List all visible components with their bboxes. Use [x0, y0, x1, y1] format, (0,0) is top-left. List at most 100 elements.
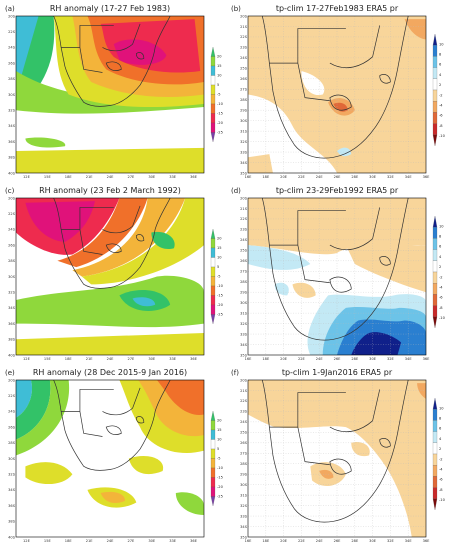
anomaly-contour — [351, 441, 370, 457]
colorbar-tick-label: 4 — [439, 73, 442, 77]
anomaly-contour — [337, 147, 352, 157]
x-tick-label: 12E — [23, 357, 31, 361]
colorbar-swatch — [432, 123, 438, 135]
x-tick-label: 12E — [23, 539, 31, 543]
colorbar-cap — [210, 228, 216, 239]
x-tick-label: 16E — [245, 357, 253, 361]
x-tick-label: 34E — [405, 539, 413, 543]
y-tick-label: 28S — [8, 441, 16, 445]
map-field — [248, 198, 426, 355]
x-tick-label: 36E — [190, 539, 198, 543]
x-tick-label: 21E — [86, 357, 94, 361]
y-tick-label: 24S — [8, 410, 16, 414]
coastline — [54, 198, 171, 288]
map-field — [248, 16, 426, 173]
y-tick-label: 33S — [240, 332, 248, 336]
y-tick-label: 28S — [240, 98, 248, 102]
x-tick-label: 12E — [23, 175, 31, 179]
panel-label: (f) — [231, 369, 239, 377]
colorbar-tick-label: -10 — [439, 134, 446, 138]
anomaly-contour — [157, 380, 204, 416]
colorbar-tick-label: -5 — [217, 93, 221, 97]
y-tick-label: 30S — [8, 275, 16, 279]
map-panel-b: (b) tp-clim 17-27Feb1983 ERA5 pr 16E 18E 20E… — [231, 4, 446, 179]
y-tick-label: 31S — [240, 493, 248, 497]
x-tick-label: 32E — [387, 539, 395, 543]
y-tick-label: 30S — [8, 93, 16, 97]
x-tick-label: 20E — [280, 539, 288, 543]
x-tick-label: 24E — [316, 539, 324, 543]
y-tick-label: 23S — [240, 410, 248, 414]
y-tick-label: 24S — [240, 420, 248, 424]
y-tick-label: 24S — [240, 56, 248, 60]
x-tick-label: 28E — [351, 539, 359, 543]
y-tick-label: 24S — [8, 46, 16, 50]
panel-title: tp-clim 23-29Feb1992 ERA5 pr — [276, 186, 399, 195]
x-tick-label: 22E — [298, 539, 306, 543]
y-tick-label: 28S — [8, 259, 16, 263]
y-tick-label: 21S — [240, 207, 248, 211]
colorbar-tick-label: -5 — [217, 275, 221, 279]
colorbar — [210, 410, 216, 507]
colorbar-tick-label: -6 — [439, 296, 443, 300]
colorbar-tick-label: -15 — [217, 476, 223, 480]
colorbar-cap — [210, 46, 216, 57]
colorbar-swatch — [432, 283, 438, 295]
colorbar-tick-label: 4 — [439, 437, 442, 441]
y-tick-label: 20S — [240, 378, 248, 382]
panel-title: tp-clim 1-9Jan2016 ERA5 pr — [282, 368, 393, 377]
colorbar-swatch — [210, 103, 216, 114]
panel-e: (e) RH anomaly (28 Dec 2015-9 Jan 2016) 12… — [2, 366, 227, 549]
anomaly-contour — [333, 102, 348, 112]
x-tick-label: 20E — [280, 175, 288, 179]
y-tick-label: 32S — [8, 109, 16, 113]
plot-frame — [247, 379, 427, 538]
x-tick-label: 34E — [405, 175, 413, 179]
y-tick-label: 29S — [240, 291, 248, 295]
map-panel-a: (a) RH anomaly (17-27 Feb 1983) 12E 15E 18E 2… — [5, 4, 224, 179]
colorbar-swatch — [210, 276, 216, 287]
colorbar-swatch — [210, 458, 216, 469]
colorbar-swatch — [432, 294, 438, 306]
x-tick-label: 36E — [423, 539, 431, 543]
panel-label: (d) — [231, 187, 241, 195]
x-tick-label: 24E — [107, 357, 115, 361]
colorbar-tick-label: 4 — [439, 255, 442, 259]
colorbar-tick-label: 15 — [217, 246, 222, 250]
y-tick-label: 20S — [240, 196, 248, 200]
x-tick-label: 15E — [44, 539, 52, 543]
colorbar-swatch — [210, 75, 216, 86]
colorbar-tick-label: 10 — [217, 438, 222, 442]
panel-b: (b) tp-clim 17-27Feb1983 ERA5 pr 16E 18E 20E… — [228, 2, 453, 185]
plot-frame — [15, 15, 205, 174]
y-tick-label: 32S — [240, 504, 248, 508]
colorbar-tick-label: -15 — [217, 294, 223, 298]
colorbar-cap — [210, 132, 216, 143]
x-tick-label: 30E — [148, 175, 156, 179]
y-tick-label: 22S — [8, 394, 16, 398]
anomaly-contour — [248, 380, 426, 537]
y-tick-label: 33S — [240, 514, 248, 518]
y-tick-label: 38S — [8, 156, 16, 160]
colorbar-swatch — [432, 465, 438, 477]
colorbar-swatch — [432, 453, 438, 466]
x-tick-label: 18E — [65, 357, 73, 361]
y-tick-label: 38S — [8, 520, 16, 524]
colorbar-swatch — [210, 429, 216, 440]
x-tick-label: 32E — [387, 175, 395, 179]
colorbar-tick-label: -10 — [439, 316, 446, 320]
colorbar-tick-label: 8 — [439, 235, 442, 239]
colorbar-swatch — [210, 113, 216, 124]
x-tick-label: 28E — [351, 357, 359, 361]
country-borders — [262, 16, 408, 158]
anomaly-contour — [292, 282, 316, 298]
colorbar-tick-label: -2 — [439, 457, 443, 461]
x-tick-label: 33E — [169, 175, 177, 179]
x-tick-label: 15E — [44, 175, 52, 179]
colorbar-swatch — [210, 247, 216, 258]
anomaly-contour — [151, 514, 178, 528]
colorbar-tick-label: 20 — [217, 419, 222, 423]
colorbar — [432, 33, 438, 147]
colorbar-tick-label: 20 — [217, 237, 222, 241]
colorbar-swatch — [210, 266, 216, 277]
